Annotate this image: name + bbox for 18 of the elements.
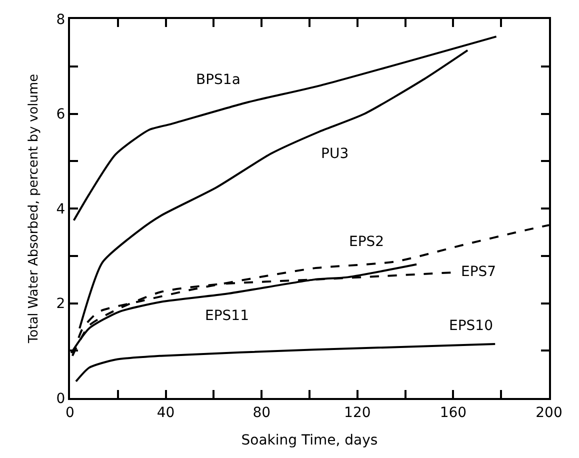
- x-tick-label: 40: [156, 404, 175, 421]
- x-tick-label: 160: [440, 404, 467, 421]
- x-tick-label: 120: [344, 404, 371, 421]
- y-axis-title: Total Water Absorbed, percent by volume: [26, 74, 42, 344]
- y-tick-label: 4: [56, 201, 66, 218]
- x-axis-title: Soaking Time, days: [241, 432, 378, 449]
- y-tick-label: 2: [56, 296, 66, 312]
- y-tick-label: 6: [56, 106, 66, 123]
- x-tick-label: 200: [536, 404, 562, 421]
- series-label: EPS10: [449, 318, 493, 334]
- x-tick-label: 80: [252, 404, 271, 421]
- series-label: EPS2: [349, 234, 384, 250]
- y-tick-label: 8: [56, 12, 66, 28]
- series-label: EPS7: [461, 264, 496, 280]
- series-label: EPS11: [205, 308, 249, 324]
- y-tick-label: 0: [56, 390, 66, 407]
- series-label: BPS1a: [196, 72, 240, 88]
- series-label: PU3: [321, 146, 349, 162]
